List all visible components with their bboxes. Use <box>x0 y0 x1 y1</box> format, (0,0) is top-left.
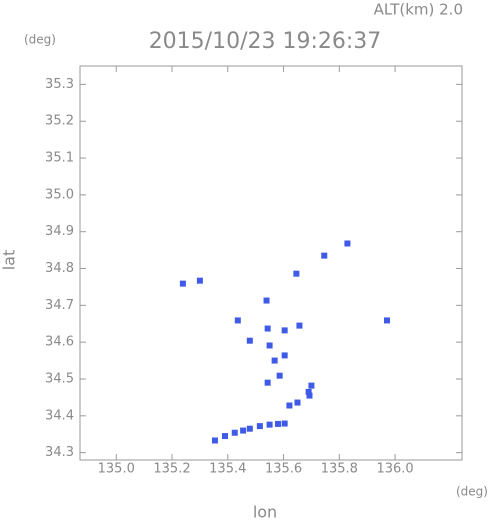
echo-point <box>211 437 218 444</box>
x-tick-label: 135.4 <box>209 462 246 477</box>
echo-point <box>256 423 263 430</box>
echo-point <box>321 252 328 259</box>
echo-point <box>286 402 293 409</box>
x-tick-label: 135.0 <box>98 462 135 477</box>
x-axis-label: lon <box>253 503 277 521</box>
x-tick-label: 136.0 <box>376 462 413 477</box>
echo-point <box>281 420 288 427</box>
echo-point <box>383 317 390 324</box>
x-tick-label: 135.6 <box>265 462 302 477</box>
x-tick-label: 135.8 <box>321 462 358 477</box>
echo-point <box>264 379 271 386</box>
plot-frame <box>79 65 463 461</box>
x-tick-label: 135.2 <box>153 462 190 477</box>
y-tick-label: 35.0 <box>45 187 74 202</box>
echo-point <box>294 399 301 406</box>
y-unit: (deg) <box>24 33 56 47</box>
echo-point <box>231 429 238 436</box>
y-tick-label: 34.9 <box>45 224 74 239</box>
echo-point <box>266 421 273 428</box>
echo-point <box>271 357 278 364</box>
echo-point <box>293 270 300 277</box>
echo-point <box>179 280 186 287</box>
echo-point <box>296 322 303 329</box>
chart-title: 2015/10/23 19:26:37 <box>149 29 382 54</box>
echo-point <box>266 342 273 349</box>
echo-point <box>274 420 281 427</box>
echo-point <box>306 392 313 399</box>
y-tick-label: 35.1 <box>45 151 74 166</box>
altitude-label: ALT(km) 2.0 <box>374 1 463 19</box>
x-unit: (deg) <box>456 485 488 499</box>
echo-point <box>240 427 247 434</box>
y-tick-label: 34.3 <box>45 445 74 460</box>
echo-point <box>196 277 203 284</box>
echo-point <box>263 297 270 304</box>
echo-point <box>246 337 253 344</box>
y-tick-label: 35.3 <box>45 77 74 92</box>
echo-point <box>234 317 241 324</box>
y-tick-label: 34.8 <box>45 261 74 276</box>
y-tick-label: 34.4 <box>45 408 74 423</box>
y-tick-label: 34.5 <box>45 371 74 386</box>
y-tick-label: 34.6 <box>45 335 74 350</box>
y-axis-label: lat <box>0 250 19 271</box>
echo-point <box>308 382 315 389</box>
echo-point <box>281 327 288 334</box>
echo-point <box>281 352 288 359</box>
echo-point <box>246 425 253 432</box>
y-tick-label: 35.2 <box>45 114 74 129</box>
echo-point <box>276 372 283 379</box>
echo-point <box>264 325 271 332</box>
echo-point <box>221 433 228 440</box>
y-tick-label: 34.7 <box>45 298 74 313</box>
echo-point <box>344 240 351 247</box>
echo-point <box>305 388 312 395</box>
